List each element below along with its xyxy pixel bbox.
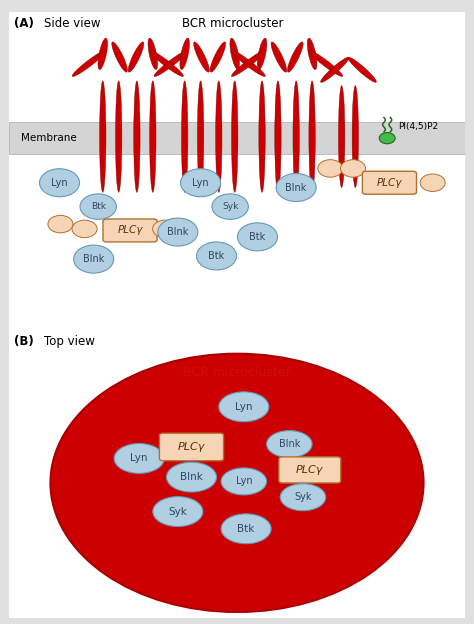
Text: Top view: Top view xyxy=(44,335,94,348)
Ellipse shape xyxy=(100,81,106,192)
Text: PI(4,5)P2: PI(4,5)P2 xyxy=(399,122,438,130)
FancyBboxPatch shape xyxy=(362,171,417,194)
Text: Syk: Syk xyxy=(222,202,238,211)
Ellipse shape xyxy=(48,215,73,233)
Ellipse shape xyxy=(158,218,198,246)
Text: Blnk: Blnk xyxy=(279,439,300,449)
Text: Membrane: Membrane xyxy=(21,133,77,143)
Ellipse shape xyxy=(379,133,395,144)
Ellipse shape xyxy=(197,242,237,270)
Ellipse shape xyxy=(114,444,164,474)
Ellipse shape xyxy=(221,514,271,544)
Text: Blnk: Blnk xyxy=(83,254,104,264)
FancyBboxPatch shape xyxy=(103,219,157,242)
Ellipse shape xyxy=(280,484,326,510)
Text: Lyn: Lyn xyxy=(51,178,68,188)
Ellipse shape xyxy=(39,168,80,197)
Ellipse shape xyxy=(237,223,277,251)
Ellipse shape xyxy=(216,81,222,192)
Ellipse shape xyxy=(320,57,349,82)
Text: (A): (A) xyxy=(14,17,34,30)
Text: Btk: Btk xyxy=(249,232,265,242)
Ellipse shape xyxy=(259,81,265,192)
Ellipse shape xyxy=(338,85,345,188)
Text: (B): (B) xyxy=(14,335,34,348)
Ellipse shape xyxy=(210,42,226,72)
Ellipse shape xyxy=(309,51,343,77)
Text: Blnk: Blnk xyxy=(285,182,307,193)
Ellipse shape xyxy=(154,51,188,77)
Text: BCR microcluster: BCR microcluster xyxy=(183,366,291,379)
Ellipse shape xyxy=(50,354,424,612)
Ellipse shape xyxy=(153,497,203,527)
Ellipse shape xyxy=(318,160,343,177)
FancyBboxPatch shape xyxy=(9,122,465,154)
Ellipse shape xyxy=(266,431,312,457)
Ellipse shape xyxy=(153,220,178,238)
Text: Btk: Btk xyxy=(91,202,106,211)
Ellipse shape xyxy=(72,220,97,238)
Ellipse shape xyxy=(348,57,376,82)
Ellipse shape xyxy=(230,38,239,70)
Ellipse shape xyxy=(287,42,303,72)
Text: BCR microcluster: BCR microcluster xyxy=(182,17,284,30)
Ellipse shape xyxy=(212,194,248,220)
Ellipse shape xyxy=(271,42,287,72)
Ellipse shape xyxy=(219,392,269,422)
Ellipse shape xyxy=(221,468,266,495)
Text: Lyn: Lyn xyxy=(192,178,209,188)
Text: Blnk: Blnk xyxy=(180,472,203,482)
Ellipse shape xyxy=(128,42,144,72)
Ellipse shape xyxy=(182,81,188,192)
Ellipse shape xyxy=(197,81,204,192)
Ellipse shape xyxy=(180,38,190,70)
Ellipse shape xyxy=(73,245,114,273)
Ellipse shape xyxy=(194,42,210,72)
Text: PLCγ: PLCγ xyxy=(296,465,323,475)
Text: Lyn: Lyn xyxy=(235,402,253,412)
Text: Side view: Side view xyxy=(44,17,100,30)
Text: Syk: Syk xyxy=(294,492,312,502)
Ellipse shape xyxy=(231,81,238,192)
Text: Lyn: Lyn xyxy=(130,454,148,464)
Ellipse shape xyxy=(148,38,158,70)
Ellipse shape xyxy=(112,42,128,72)
Text: Btk: Btk xyxy=(209,251,225,261)
Ellipse shape xyxy=(72,51,106,77)
Ellipse shape xyxy=(150,81,156,192)
Ellipse shape xyxy=(276,173,316,202)
Text: Blnk: Blnk xyxy=(167,227,189,237)
Ellipse shape xyxy=(420,174,445,192)
Text: Syk: Syk xyxy=(168,507,187,517)
Ellipse shape xyxy=(293,81,300,192)
Text: Lyn: Lyn xyxy=(236,476,252,487)
Ellipse shape xyxy=(116,81,122,192)
Text: PLCγ: PLCγ xyxy=(178,442,205,452)
Text: PLCγ: PLCγ xyxy=(377,178,402,188)
Text: PLCγ: PLCγ xyxy=(118,225,143,235)
Ellipse shape xyxy=(80,194,117,220)
Ellipse shape xyxy=(149,51,183,77)
Ellipse shape xyxy=(309,81,315,192)
Ellipse shape xyxy=(134,81,140,192)
Ellipse shape xyxy=(181,168,220,197)
Ellipse shape xyxy=(166,462,217,492)
Ellipse shape xyxy=(257,38,267,70)
Ellipse shape xyxy=(275,81,281,192)
Ellipse shape xyxy=(352,85,358,188)
Ellipse shape xyxy=(307,38,317,70)
Ellipse shape xyxy=(340,160,365,177)
Ellipse shape xyxy=(231,51,265,77)
Ellipse shape xyxy=(98,38,108,70)
FancyBboxPatch shape xyxy=(159,433,224,461)
Text: Btk: Btk xyxy=(237,524,255,534)
FancyBboxPatch shape xyxy=(279,457,341,483)
Ellipse shape xyxy=(231,51,265,77)
